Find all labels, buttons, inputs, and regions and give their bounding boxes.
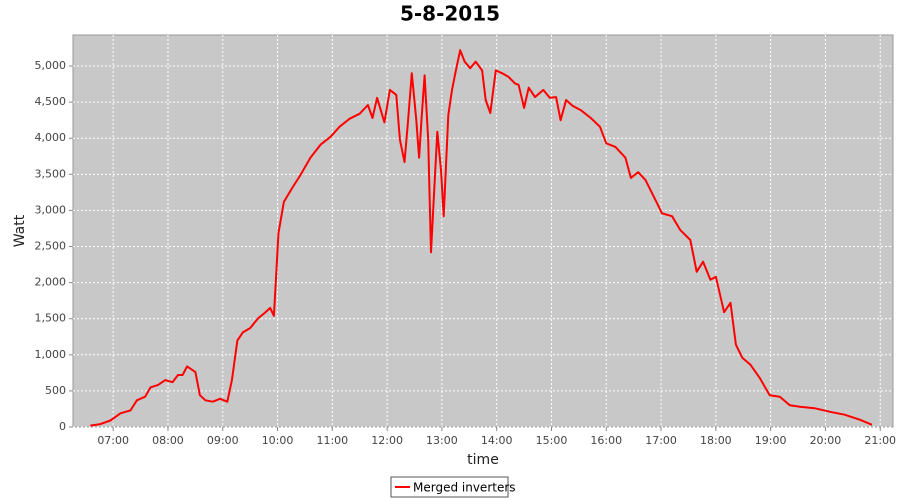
x-tick-label: 10:00 — [262, 434, 294, 447]
y-axis-label: Watt — [12, 214, 28, 247]
y-tick-label: 0 — [59, 420, 66, 433]
x-tick-label: 13:00 — [426, 434, 458, 447]
y-tick-label: 5,000 — [35, 59, 67, 72]
y-tick-label: 1,000 — [35, 348, 67, 361]
x-tick-label: 15:00 — [536, 434, 568, 447]
series-line — [90, 49, 873, 427]
y-tick-label: 3,500 — [35, 167, 67, 180]
y-tick-label: 4,000 — [35, 131, 67, 144]
x-tick-label: 17:00 — [645, 434, 677, 447]
legend — [390, 476, 509, 498]
legend-label: Merged inverters — [413, 481, 516, 495]
x-tick-label: 09:00 — [207, 434, 239, 447]
plot-area — [72, 34, 894, 428]
x-tick-label: 12:00 — [371, 434, 403, 447]
y-tick-label: 2,000 — [35, 276, 67, 289]
x-tick-label: 08:00 — [152, 434, 184, 447]
chart-title: 5-8-2015 — [400, 2, 500, 26]
x-tick-label: 14:00 — [481, 434, 513, 447]
x-tick-label: 11:00 — [316, 434, 348, 447]
x-axis-label: time — [467, 452, 499, 468]
y-tick-label: 1,500 — [35, 312, 67, 325]
y-tick-label: 3,000 — [35, 203, 67, 216]
x-tick-label: 21:00 — [864, 434, 896, 447]
x-tick-label: 20:00 — [810, 434, 842, 447]
x-tick-label: 07:00 — [97, 434, 129, 447]
y-tick-label: 500 — [45, 384, 66, 397]
x-tick-label: 19:00 — [755, 434, 787, 447]
x-tick-label: 18:00 — [700, 434, 732, 447]
x-tick-label: 16:00 — [590, 434, 622, 447]
y-tick-label: 4,500 — [35, 95, 67, 108]
y-tick-label: 2,500 — [35, 240, 67, 253]
